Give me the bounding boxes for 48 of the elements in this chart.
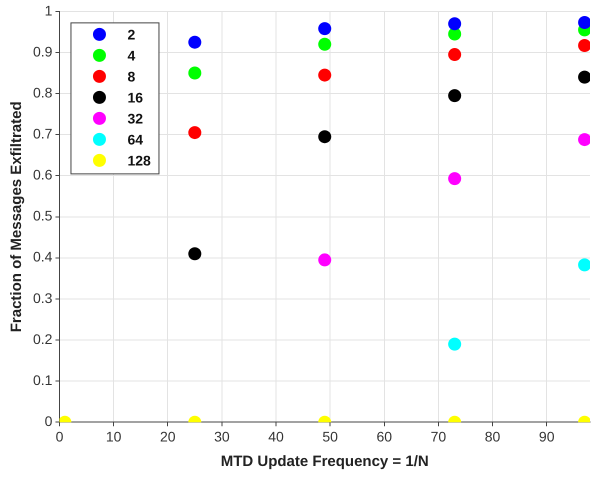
x-tick-label: 90 [538, 428, 555, 444]
point [318, 38, 332, 51]
y-tick-label: 0.2 [32, 330, 53, 347]
point [578, 133, 590, 146]
y-tick-label: 0.5 [32, 208, 53, 224]
y-tick-label: 0.9 [32, 43, 53, 60]
point [318, 253, 332, 266]
legend-label: 4 [127, 47, 136, 64]
point [448, 89, 462, 102]
point [188, 247, 202, 260]
x-tick-label: 30 [214, 428, 230, 444]
legend-label: 128 [127, 152, 152, 168]
x-tick-label: 50 [322, 428, 338, 444]
x-tick-label: 80 [484, 428, 501, 444]
point [188, 66, 202, 80]
legend-label: 8 [127, 68, 136, 84]
legend-label: 16 [127, 89, 144, 106]
point [578, 38, 590, 52]
legend-label: 2 [127, 26, 136, 42]
x-tick-label: 20 [160, 428, 176, 444]
x-tick-label: 10 [106, 428, 122, 444]
point [318, 22, 332, 36]
point [578, 16, 590, 29]
y-axis-title: Fraction of Messages Exfiltrated [8, 101, 26, 332]
point [318, 130, 332, 144]
y-tick-label: 0.1 [32, 372, 53, 388]
legend-label: 32 [127, 110, 144, 126]
x-tick-label: 40 [268, 428, 284, 444]
y-tick-label: 0.6 [32, 166, 53, 183]
y-tick-label: 0.7 [32, 126, 53, 142]
point [188, 36, 202, 49]
y-tick-label: 0.4 [32, 248, 53, 265]
y-tick-label: 1 [44, 2, 53, 18]
point [448, 172, 462, 186]
x-tick-label: 0 [56, 428, 64, 444]
x-axis-title: MTD Update Frequency = 1/N [220, 453, 429, 470]
point [578, 258, 590, 272]
point [448, 17, 462, 30]
legend-label: 64 [127, 131, 144, 148]
y-tick-label: 0.8 [32, 84, 53, 100]
y-tick-label: 0 [44, 413, 53, 430]
x-tick-label: 60 [376, 428, 392, 444]
y-tick-label: 0.3 [32, 290, 53, 306]
point [448, 48, 462, 62]
point [188, 126, 202, 140]
x-tick-label: 70 [430, 428, 446, 444]
point [578, 70, 590, 84]
point [318, 68, 332, 82]
